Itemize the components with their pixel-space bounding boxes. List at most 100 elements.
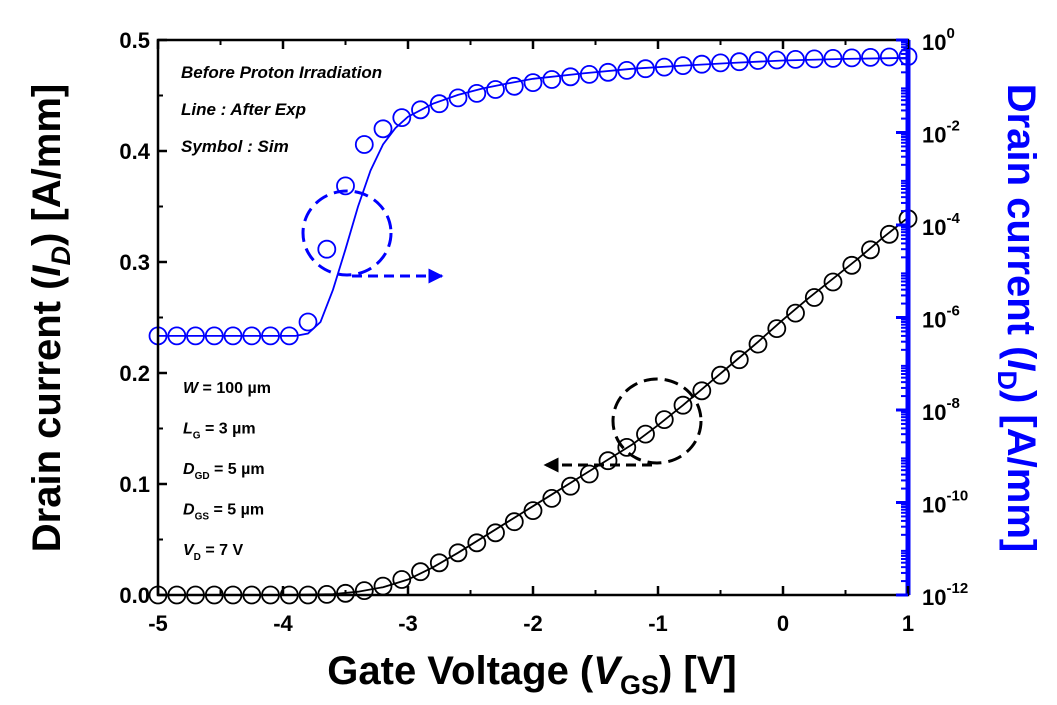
y-right-label-sub: D: [992, 371, 1022, 391]
series-3-point: [448, 88, 468, 108]
device-parameter: LG = 3 µm: [183, 421, 256, 442]
x-axis-label: Gate Voltage (VGS) [V]: [327, 649, 736, 700]
series-1-point: [823, 272, 843, 292]
annotation-symbol-legend: Symbol : Sim: [181, 137, 289, 156]
y-left-label-var: I: [25, 265, 69, 277]
series-1-point: [767, 319, 787, 339]
series-1-point: [429, 553, 449, 573]
series-3-point: [617, 61, 637, 80]
series-3-point: [242, 326, 262, 346]
series-3-point: [598, 62, 618, 82]
x-tick-label: 0: [777, 611, 789, 636]
series-3-point: [167, 326, 187, 346]
series-3-point: [654, 57, 674, 77]
series-1-point: [654, 410, 674, 430]
series-3-point: [561, 67, 580, 87]
y-right-tick-label: 10-8: [922, 395, 960, 425]
y-left-tick-label: 0.0: [119, 583, 150, 608]
y-right-label-main: Drain current (: [999, 84, 1043, 360]
y-left-tick-label: 0.5: [119, 28, 150, 53]
series-3-point: [673, 56, 693, 75]
series-3-point: [692, 54, 712, 74]
y-left-tick-label: 0.1: [119, 472, 150, 497]
linear-series-callout-ellipse: [611, 377, 703, 465]
series-1-point: [504, 512, 524, 532]
y-right-tick-label: 10-4: [922, 210, 960, 240]
x-axis-label-unit: ) [V]: [659, 649, 737, 693]
series-0-line: [158, 216, 909, 596]
annotation-line-legend: Line : After Exp: [181, 100, 306, 119]
y-left-label-sub: D: [46, 246, 76, 266]
series-3-point: [523, 73, 543, 92]
series-3-point: [711, 53, 730, 73]
series-1-point: [561, 476, 580, 496]
x-tick-label: -5: [148, 611, 168, 636]
series-1-point: [617, 437, 637, 457]
series-1-point: [467, 533, 487, 553]
series-1-point: [636, 424, 655, 444]
x-axis-label-sub: GS: [620, 670, 659, 700]
series-1-point: [842, 255, 862, 275]
y-right-axis-label: Drain current (ID) [A/mm]: [992, 84, 1043, 552]
series-3-point: [542, 70, 562, 89]
series-3-point: [261, 326, 280, 346]
series-3-point: [804, 49, 824, 69]
series-3-point: [879, 47, 899, 67]
x-tick-label: -4: [273, 611, 293, 636]
series-3-point: [223, 326, 243, 346]
y-left-tick-label: 0.3: [119, 250, 150, 275]
series-1-point: [748, 334, 768, 354]
series-3-point: [842, 48, 862, 68]
series-3-point: [861, 48, 880, 67]
series-1-point: [523, 501, 543, 521]
series-3-point: [786, 50, 805, 69]
series-1-point: [486, 523, 505, 543]
y-right-label-unit: ) [A/mm]: [999, 390, 1043, 552]
series-1-point: [411, 562, 430, 582]
series-1-point: [692, 381, 712, 401]
x-axis-label-var: V: [593, 649, 623, 693]
series-3-point: [767, 50, 787, 70]
series-3-point: [186, 326, 205, 346]
x-tick-label: -3: [398, 611, 418, 636]
series-3-point: [317, 239, 337, 259]
device-parameter: DGS = 5 µm: [183, 502, 264, 523]
x-axis-label-main: Gate Voltage (: [327, 649, 594, 693]
y-right-tick-label: 10-10: [922, 488, 968, 518]
series-3-point: [204, 326, 224, 346]
series-1-point: [729, 350, 749, 370]
device-parameter: W = 100 µm: [183, 380, 271, 397]
y-right-tick-label: 10-2: [922, 118, 960, 148]
series-1-point: [448, 543, 468, 563]
series-3-point: [373, 119, 393, 139]
series-3-point: [504, 76, 524, 96]
device-parameter: VD = 7 V: [183, 542, 243, 563]
series-1-point: [786, 303, 805, 323]
series-1-point: [673, 395, 693, 415]
series-3-point: [748, 51, 768, 70]
series-1-point: [879, 224, 899, 244]
y-right-tick-label: 10-6: [922, 303, 960, 333]
series-1-point: [336, 583, 355, 603]
series-3-point: [354, 135, 374, 154]
series-1-point: [861, 240, 880, 260]
series-3-point: [279, 326, 299, 346]
series-1-point: [542, 488, 562, 508]
y-left-tick-label: 0.2: [119, 361, 150, 386]
series-1-point: [804, 288, 824, 307]
y-left-axis-label: Drain current (ID) [A/mm]: [25, 84, 76, 552]
y-left-tick-label: 0.4: [119, 139, 150, 164]
series-3-point: [467, 84, 487, 103]
series-1-point: [711, 365, 730, 385]
y-right-tick-label: 10-12: [922, 580, 968, 610]
series-3-point: [729, 52, 749, 72]
series-1-point: [579, 464, 599, 484]
y-left-label-unit: ) [A/mm]: [25, 84, 69, 246]
series-1-point: [392, 570, 412, 589]
y-left-label-main: Drain current (: [25, 276, 69, 552]
x-tick-label: 1: [902, 611, 914, 636]
series-2-line: [158, 57, 909, 337]
series-1-point: [598, 451, 618, 471]
device-parameter: DGD = 5 µm: [183, 461, 265, 482]
